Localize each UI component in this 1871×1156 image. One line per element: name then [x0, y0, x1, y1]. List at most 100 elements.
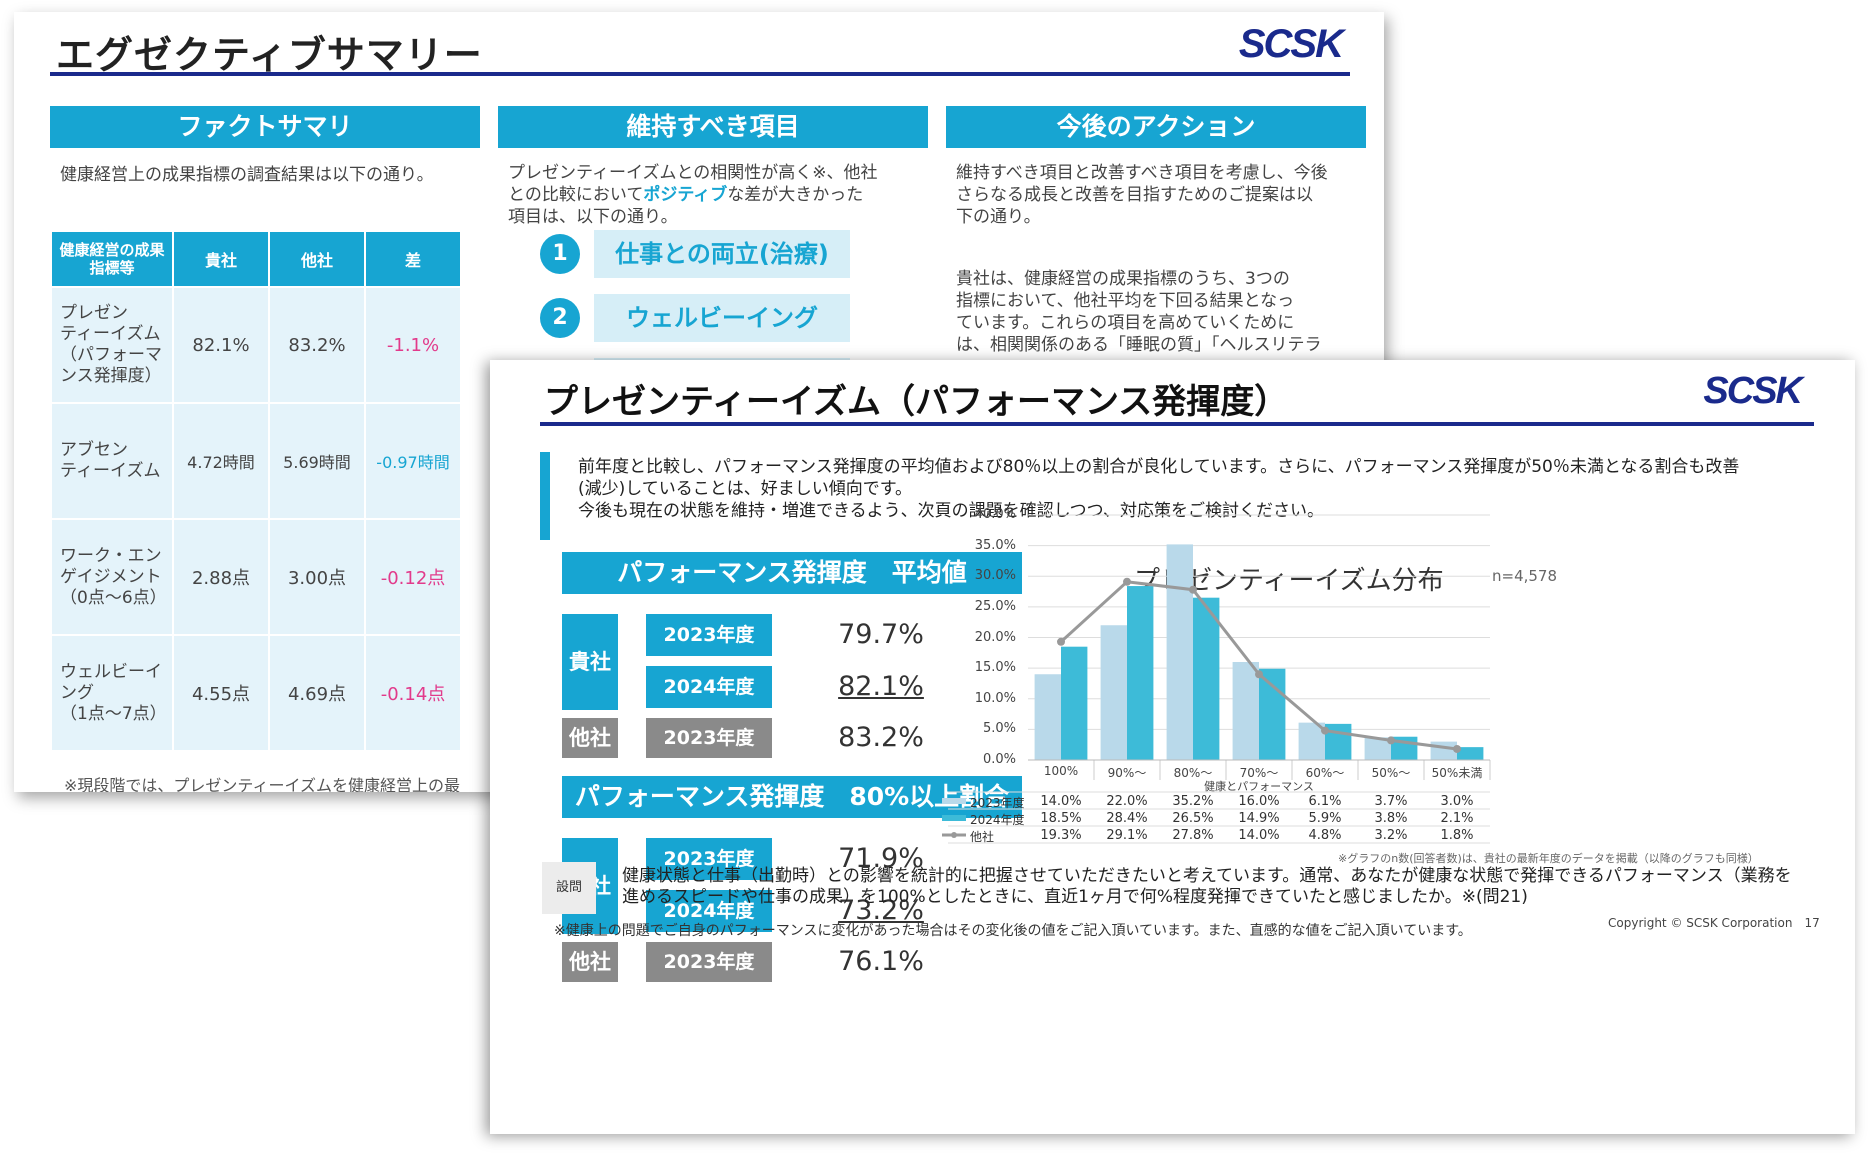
table-cell-other: 19.3% — [1040, 828, 1082, 843]
distribution-chart — [942, 514, 1491, 844]
table-row: ウェルビーイ ング （1点～7点） 4.55点 4.69点 -0.14点 — [50, 634, 462, 752]
other-tag: 他社 — [562, 942, 618, 982]
x-tick-label: 50%未満 — [1431, 766, 1483, 780]
other-value: 3.00点 — [268, 518, 366, 636]
chart-n: n=4,578 — [1492, 567, 1558, 585]
fact-summary-text: 健康経営上の成果指標の調査結果は以下の通り。 — [60, 165, 434, 185]
row-label: ウェルビーイ ング （1点～7点） — [50, 634, 174, 752]
other-value: 83.2% — [268, 286, 366, 404]
col-header-self: 貴社 — [172, 230, 270, 288]
table-cell-2024: 18.5% — [1040, 811, 1082, 826]
over80-header: パフォーマンス発揮度 80%以上割合 — [562, 776, 1022, 818]
fact-summary-header: ファクトサマリ — [50, 106, 480, 148]
x-tick-label: 50%～ — [1371, 766, 1411, 780]
self-value: 4.55点 — [172, 634, 270, 752]
bar-2023 — [1232, 662, 1259, 760]
other-tag: 他社 — [562, 718, 618, 758]
other-value: 4.69点 — [268, 634, 366, 752]
question-text: 健康状態と仕事（出勤時）との影響を統計的に把握させていただきたいと考えています。… — [622, 866, 1792, 907]
table-cell-other: 29.1% — [1106, 828, 1148, 843]
bar-2023 — [1100, 625, 1127, 760]
average-header: パフォーマンス発揮度 平均値 — [562, 552, 1022, 594]
table-header-row: 健康経営の成果指標等 貴社 他社 差 — [50, 230, 462, 288]
avg-self-2024: 82.1% — [838, 671, 924, 702]
point-other — [1387, 736, 1395, 745]
self-value: 2.88点 — [172, 518, 270, 636]
y-tick-label: 40.0% — [974, 507, 1016, 522]
avg-other-2023: 83.2% — [838, 722, 924, 753]
legend-label-2024: 2024年度 — [970, 813, 1025, 827]
year-tag: 2023年度 — [646, 718, 772, 758]
bar-2024 — [1127, 586, 1154, 760]
table-cell-2024: 3.8% — [1374, 811, 1408, 826]
y-tick-label: 5.0% — [982, 721, 1016, 737]
legend-label-2023: 2023年度 — [970, 796, 1025, 810]
chart-footnote: ※グラフのn数(回答者数)は、貴社の最新年度のデータを掲載（以降のグラフも同様） — [1338, 852, 1759, 865]
keep-items-text: プレゼンティーイズムとの相関性が高く※、他社 との比較においてポジティブな差が大… — [508, 163, 878, 227]
intro-accent-bar — [540, 452, 550, 540]
next-actions-text: 維持すべき項目と改善すべき項目を考慮し、今後 さらなる成長と改善を目指すためのご… — [956, 163, 1328, 355]
y-tick-label: 35.0% — [974, 537, 1016, 553]
legend-point-other — [951, 832, 957, 838]
point-other — [1453, 744, 1461, 753]
x-tick-label: 60%～ — [1305, 766, 1345, 780]
point-other — [1057, 637, 1065, 646]
x-tick-label: 70%～ — [1239, 766, 1279, 780]
fact-table: 健康経営の成果指標等 貴社 他社 差 プレゼン ティーイズム （パフォーマ ンス発揮度… — [50, 230, 462, 752]
diff-value: -0.14点 — [364, 634, 462, 752]
y-tick-label: 15.0% — [974, 660, 1016, 676]
slide-title: プレゼンティーイズム（パフォーマンス発揮度） — [544, 382, 1289, 422]
table-cell-other: 4.8% — [1308, 828, 1342, 843]
row-label: アブセン ティーイズム — [50, 402, 174, 520]
table-cell-2024: 2.1% — [1440, 811, 1474, 826]
title-rule — [50, 72, 1350, 76]
over80-self-2024: 73.2% — [838, 895, 924, 926]
y-tick-label: 30.0% — [974, 568, 1016, 584]
x-tick-label: 90%～ — [1107, 766, 1147, 780]
year-tag: 2023年度 — [646, 838, 772, 880]
bar-2023 — [1298, 722, 1325, 760]
col-header-other: 他社 — [268, 230, 366, 288]
over80-self-2023: 71.9% — [838, 843, 924, 874]
bar-2024 — [1061, 646, 1088, 760]
y-tick-label: 0.0% — [982, 752, 1016, 767]
point-other — [1255, 670, 1263, 679]
bar-2024 — [1325, 723, 1352, 760]
bar-2023 — [1364, 737, 1391, 760]
self-value: 4.72時間 — [172, 402, 270, 520]
keep-item-2: ウェルビーイング — [594, 294, 850, 342]
table-cell-2023: 14.0% — [1040, 794, 1082, 809]
y-tick-label: 25.0% — [974, 598, 1016, 614]
avg-self-2023: 79.7% — [838, 619, 924, 650]
next-actions-header: 今後のアクション — [946, 106, 1366, 148]
question-label: 設問 — [542, 862, 596, 914]
slide-footnote: ※健康上の問題でご自身のパフォーマンスに変化があった場合はその変化後の値をご記入… — [554, 923, 1472, 939]
x-tick-label: 100% — [1043, 764, 1079, 778]
col-header-diff: 差 — [364, 230, 462, 288]
legend-swatch-2024 — [942, 815, 966, 821]
bar-2023 — [1430, 741, 1457, 760]
table-cell-2024: 5.9% — [1308, 811, 1342, 826]
self-tag: 貴社 — [562, 614, 618, 710]
y-tick-label: 10.0% — [974, 690, 1016, 706]
table-row: アブセン ティーイズム 4.72時間 5.69時間 -0.97時間 — [50, 402, 462, 520]
table-cell-2023: 35.2% — [1172, 794, 1214, 809]
self-value: 82.1% — [172, 286, 270, 404]
point-other — [1189, 585, 1197, 594]
keep-item-number-1: 1 — [540, 234, 580, 274]
bar-2024 — [1457, 747, 1484, 760]
over80-other-2023: 76.1% — [838, 946, 924, 977]
fact-note: ※現段階では、プレゼンティーイズムを健康経営上の最 — [64, 776, 460, 792]
table-cell-2023: 16.0% — [1238, 794, 1280, 809]
table-cell-other: 27.8% — [1172, 828, 1214, 843]
year-tag: 2023年度 — [646, 942, 772, 982]
intro-text: 前年度と比較し、パフォーマンス発揮度の平均値および80％以上の割合が良化していま… — [578, 457, 1740, 521]
table-cell-2024: 14.9% — [1238, 811, 1280, 826]
other-value: 5.69時間 — [268, 402, 366, 520]
diff-value: -1.1% — [364, 286, 462, 404]
table-row: プレゼン ティーイズム （パフォーマ ンス発揮度） 82.1% 83.2% -1.1% — [50, 286, 462, 404]
bar-2024 — [1193, 597, 1220, 760]
keep-item-1: 仕事との両立(治療) — [594, 230, 850, 278]
diff-value: -0.12点 — [364, 518, 462, 636]
scsk-logo: SCSK — [1703, 370, 1803, 412]
